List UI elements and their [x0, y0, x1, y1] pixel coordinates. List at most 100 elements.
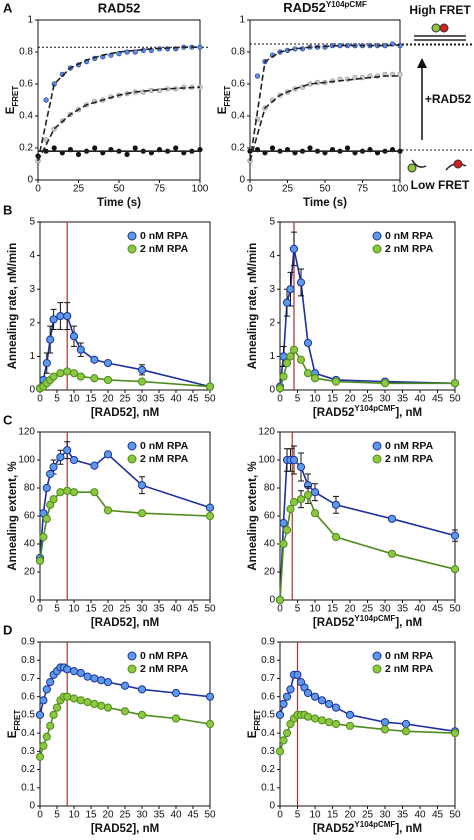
data-point — [90, 674, 99, 683]
panel-label: B — [3, 202, 12, 217]
panel-label: C — [3, 412, 13, 427]
data-point — [49, 372, 58, 381]
data-point — [69, 369, 79, 378]
data-point — [90, 488, 99, 497]
y-tick-label: 0.4 — [19, 111, 33, 122]
x-tick-label: 40 — [414, 604, 426, 615]
legend-marker — [372, 441, 382, 451]
x-axis-label: [RAD52Y104pCMF], nM — [313, 614, 422, 629]
data-point — [171, 688, 181, 698]
data-point — [69, 694, 79, 703]
y-tick-label: 0.4 — [261, 728, 275, 739]
y-tick-label: 2 — [269, 317, 275, 328]
y-tick-label: 0.8 — [19, 47, 33, 58]
y-tick-label: 20 — [264, 567, 276, 578]
data-point — [205, 382, 215, 391]
data-point — [63, 486, 72, 495]
data-point — [310, 714, 320, 723]
y-tick-label: 0.4 — [21, 728, 35, 739]
fit-curve — [249, 75, 400, 162]
legend-marker — [127, 244, 137, 254]
y-tick-label: 0 — [29, 801, 35, 812]
data-point — [254, 73, 261, 79]
y-tick-label: 0.7 — [261, 673, 275, 684]
data-point — [63, 367, 72, 376]
data-point — [289, 345, 299, 354]
data-point — [324, 699, 334, 709]
y-axis-label: Annealing rate, nM/min — [247, 243, 259, 370]
data-point — [52, 703, 62, 712]
chart-title: RAD52Y104pCMF — [283, 0, 367, 15]
data-point — [103, 359, 113, 368]
y-tick-label: 0.2 — [19, 143, 33, 154]
data-point — [401, 727, 411, 736]
data-point — [296, 495, 306, 504]
data-point — [49, 710, 58, 719]
series-line — [39, 448, 211, 559]
data-point — [387, 514, 397, 523]
y-tick-label: 0.6 — [21, 691, 35, 702]
data-point — [90, 699, 99, 709]
y-tick-label: 0.2 — [231, 143, 245, 154]
x-tick-label: 75 — [154, 184, 166, 195]
y-tick-label: 20 — [24, 567, 36, 578]
x-tick-label: 35 — [397, 394, 409, 405]
fret-schematic: High FRET +RAD52 Low FRET — [402, 3, 474, 192]
x-tick-label: 45 — [432, 810, 444, 821]
legend-marker — [372, 231, 382, 241]
data-point — [293, 670, 302, 679]
x-tick-label: 20 — [344, 810, 356, 821]
data-point — [275, 595, 285, 605]
x-tick-label: 50 — [113, 184, 125, 195]
data-point — [49, 462, 58, 472]
acceptor-dye — [453, 159, 463, 169]
data-point — [76, 372, 85, 381]
data-point — [380, 718, 390, 727]
data-point — [303, 712, 313, 721]
x-tick-label: 10 — [309, 394, 321, 405]
x-tick-label: 75 — [357, 184, 369, 195]
y-tick-label: 60 — [24, 511, 36, 522]
data-point — [51, 145, 57, 151]
y-tick-label: 60 — [264, 511, 276, 522]
x-tick-label: 40 — [414, 394, 426, 405]
x-tick-label: 0 — [277, 604, 283, 615]
data-point — [275, 710, 285, 719]
legend-marker — [127, 664, 137, 674]
series-line — [279, 459, 456, 601]
plot-frame — [37, 19, 201, 181]
y-tick-label: 0.2 — [261, 764, 275, 775]
y-tick-label: 0.6 — [19, 79, 33, 90]
data-point — [92, 145, 98, 151]
data-point — [137, 481, 147, 490]
data-point — [132, 145, 138, 151]
x-tick-label: 15 — [85, 604, 97, 615]
x-tick-label: 20 — [102, 604, 114, 615]
data-point — [171, 714, 181, 723]
x-tick-label: 15 — [85, 810, 97, 821]
data-point — [35, 710, 45, 719]
data-point — [76, 668, 85, 678]
legend-marker — [127, 441, 137, 451]
x-tick-label: 25 — [362, 604, 374, 615]
x-tick-label: 0 — [277, 394, 283, 405]
series-line — [279, 674, 456, 733]
y-axis-label-part: E — [5, 106, 17, 114]
x-tick-label: 25 — [362, 810, 374, 821]
x-axis-label-part: Y104pCMF — [354, 614, 395, 623]
y-tick-label: 0.8 — [231, 47, 245, 58]
data-point — [282, 525, 292, 535]
y-tick-label: 80 — [24, 483, 36, 494]
x-tick-label: 5 — [54, 604, 60, 615]
x-tick-label: 15 — [85, 394, 97, 405]
x-tick-label: 50 — [204, 810, 216, 821]
x-axis-label: [RAD52Y104pCMF], nM — [313, 404, 422, 419]
x-tick-label: 40 — [170, 604, 182, 615]
x-axis-label-part: ], nM — [395, 823, 422, 835]
x-tick-label: 5 — [54, 394, 60, 405]
y-tick-label: 1 — [27, 15, 33, 26]
x-tick-label: 0 — [37, 604, 43, 615]
y-axis-label: EFRET — [5, 86, 20, 115]
legend-marker — [372, 664, 382, 674]
x-axis-label-part: Y104pCMF — [354, 404, 395, 413]
